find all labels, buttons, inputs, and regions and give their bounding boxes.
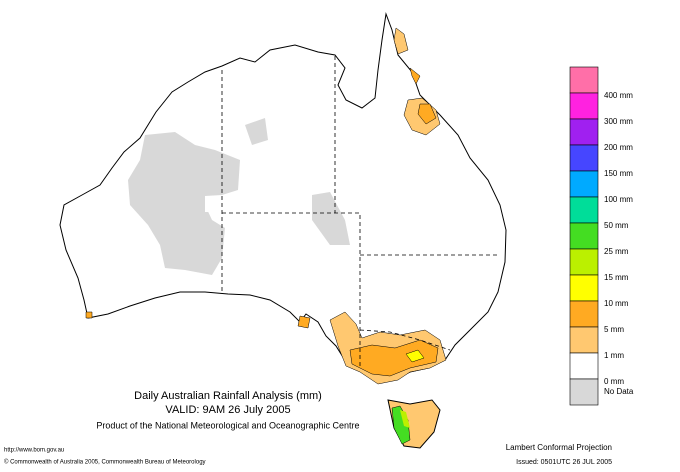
rain-area-10mm <box>405 349 425 363</box>
legend-label: 0 mm <box>604 377 624 386</box>
legend-label: 50 mm <box>604 221 629 230</box>
legend-swatch <box>569 300 599 328</box>
rain-area-5mm <box>417 103 437 125</box>
legend-swatch <box>569 222 599 250</box>
copyright: © Commonwealth of Australia 2005, Common… <box>4 459 206 466</box>
no-data-area <box>205 195 226 212</box>
legend-label: No Data <box>604 387 634 396</box>
legend-swatch <box>569 196 599 224</box>
map-title: Daily Australian Rainfall Analysis (mm) <box>134 390 322 402</box>
state-border <box>359 329 451 351</box>
legend-label: 5 mm <box>604 325 624 334</box>
australia-mainland <box>59 12 507 379</box>
legend-swatch <box>569 66 599 94</box>
legend-swatch <box>569 248 599 276</box>
legend-label: 200 mm <box>604 143 633 152</box>
rain-area <box>393 27 409 55</box>
legend-swatch <box>569 118 599 146</box>
legend-label: 300 mm <box>604 117 633 126</box>
legend-label: 15 mm <box>604 273 629 282</box>
state-border <box>222 212 361 368</box>
no-data-area <box>245 118 268 145</box>
legend-label: 150 mm <box>604 169 633 178</box>
legend-label: 25 mm <box>604 247 629 256</box>
product-note: Product of the National Meteorological a… <box>96 420 359 430</box>
legend: 400 mm 300 mm 200 mm 150 mm 100 mm 50 mm 25 mm… <box>569 66 634 406</box>
no-data-area <box>128 132 240 275</box>
legend-swatch <box>569 170 599 198</box>
no-data-area <box>312 192 350 245</box>
legend-swatch <box>569 92 599 120</box>
rain-area-5mm <box>349 339 439 377</box>
legend-label: 400 mm <box>604 91 633 100</box>
valid-time: VALID: 9AM 26 July 2005 <box>165 404 290 416</box>
tasmania-heavy-rain <box>391 405 411 445</box>
legend-label: 10 mm <box>604 299 629 308</box>
legend-swatch <box>569 274 599 302</box>
projection: Lambert Conformal Projection <box>506 443 612 452</box>
rain-area <box>85 311 93 319</box>
source-url: http://www.bom.gov.au <box>4 448 64 454</box>
legend-swatch <box>569 144 599 172</box>
legend-swatch <box>569 326 599 354</box>
legend-swatch <box>569 378 599 406</box>
rain-area <box>409 67 421 85</box>
issued-time: Issued: 0501UTC 26 JUL 2005 <box>516 459 612 466</box>
legend-label: 1 mm <box>604 351 624 360</box>
rain-area <box>297 315 311 329</box>
legend-label: 100 mm <box>604 195 633 204</box>
legend-swatch <box>569 352 599 380</box>
tasmania-moderate-rain <box>400 410 410 428</box>
